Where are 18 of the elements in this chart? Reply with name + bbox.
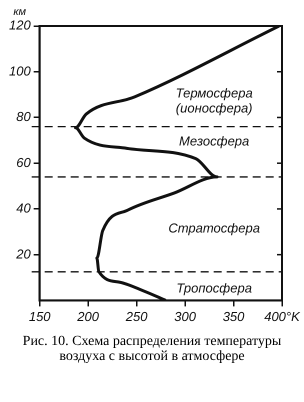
y-tick-label: 60 (16, 154, 32, 170)
y-tick-label: 20 (15, 246, 32, 262)
annotation: Стратосфера (168, 220, 260, 236)
x-tick-label: 300 (174, 308, 197, 324)
y-tick-label: 120 (8, 18, 32, 33)
annotation: Мезосфера (179, 133, 250, 148)
x-tick-label: 350 (222, 308, 246, 324)
y-axis-title: км (13, 6, 27, 18)
y-tick-label: 80 (16, 109, 32, 124)
y-tick-label: 40 (16, 200, 32, 216)
text: Рис. 10. Схема распределения температуры воздуха с высотой в атмосфере (22, 334, 282, 364)
y-tick-label: 100 (8, 63, 32, 78)
x-tick-label: 400°K (264, 308, 302, 324)
annotation: Тропосфера (176, 280, 252, 296)
x-tick-label: 150 (28, 308, 52, 324)
x-tick-label: 200 (76, 308, 100, 324)
x-tick-label: 250 (124, 308, 148, 324)
annotation: Термосфера (ионосфера) (176, 86, 253, 116)
